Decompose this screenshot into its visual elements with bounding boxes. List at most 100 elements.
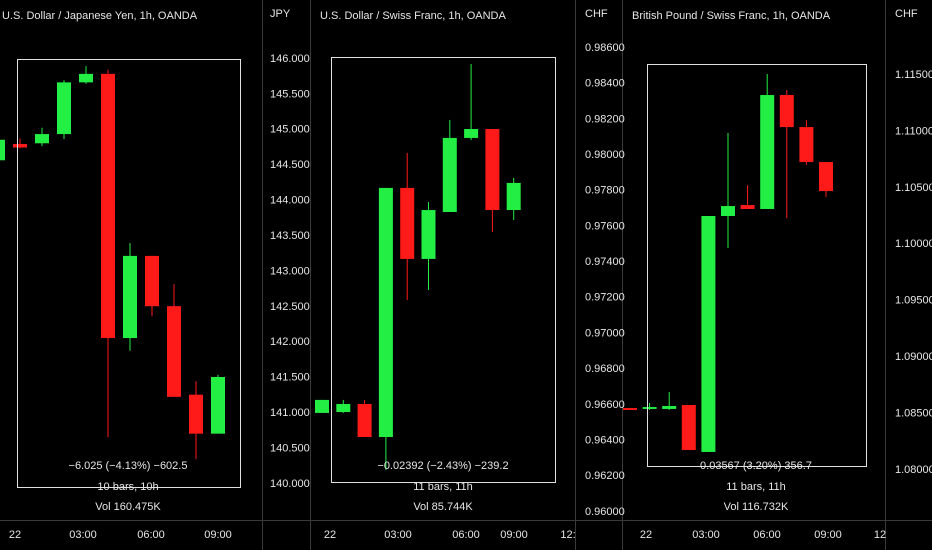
candle-body — [421, 210, 436, 259]
chart-title: U.S. Dollar / Japanese Yen, 1h, OANDA — [2, 10, 198, 22]
y-tick-label: 142.500 — [270, 301, 310, 313]
x-tick-label: 09:00 — [204, 529, 232, 541]
y-axis-unit: CHF — [585, 8, 608, 20]
x-tick-label: 22 — [640, 529, 652, 541]
candle-body — [819, 162, 833, 192]
candle-body — [721, 206, 735, 216]
candle-body — [485, 129, 500, 211]
y-tick-label: 1.11500 — [895, 69, 932, 81]
y-tick-label: 1.08000 — [895, 464, 932, 476]
candle-body — [357, 404, 372, 438]
y-tick-label: 0.96800 — [585, 363, 625, 375]
y-tick-label: 145.000 — [270, 124, 310, 136]
x-tick-label: 12 — [874, 529, 886, 541]
y-tick-label: 146.000 — [270, 53, 310, 65]
candle-body — [336, 404, 351, 413]
measure-label: −6.025 (−4.13%) −602.5 — [69, 460, 188, 472]
y-tick-label: 0.98200 — [585, 113, 625, 125]
y-tick-label: 0.97600 — [585, 220, 625, 232]
x-tick-label: 22 — [324, 529, 336, 541]
candle-body — [79, 73, 93, 83]
y-tick-label: 1.10500 — [895, 182, 932, 194]
candle-body — [145, 255, 159, 307]
y-axis-unit: CHF — [895, 8, 918, 20]
y-tick-label: 1.09500 — [895, 295, 932, 307]
candle-body — [760, 95, 775, 209]
candle-body — [662, 406, 677, 409]
y-tick-label: 143.000 — [270, 265, 310, 277]
y-tick-label: 0.96400 — [585, 434, 625, 446]
candle-body — [740, 205, 755, 209]
candle-body — [442, 137, 457, 212]
y-tick-label: 144.500 — [270, 159, 310, 171]
candle-body — [378, 187, 393, 438]
x-tick-label: 06:00 — [753, 529, 781, 541]
y-tick-label: 0.97000 — [585, 327, 625, 339]
candle-body — [123, 255, 137, 339]
y-tick-label: 144.000 — [270, 195, 310, 207]
candle-body — [779, 95, 794, 128]
y-tick-label: 142.000 — [270, 336, 310, 348]
candle-body — [799, 127, 814, 163]
x-tick-label: 03:00 — [384, 529, 412, 541]
y-tick-label: 143.500 — [270, 230, 310, 242]
y-tick-label: 0.97400 — [585, 256, 625, 268]
candle-body — [315, 399, 329, 413]
candle-body — [35, 134, 49, 144]
measure-box — [17, 59, 241, 488]
y-tick-label: 0.98400 — [585, 78, 625, 90]
y-tick-label: 0.96000 — [585, 506, 625, 518]
candle-body — [623, 408, 637, 410]
candle-body — [189, 394, 203, 434]
x-tick-label: 12: — [560, 529, 575, 541]
y-tick-label: 141.000 — [270, 407, 310, 419]
x-tick-label: 09:00 — [500, 529, 528, 541]
y-tick-label: 0.96200 — [585, 470, 625, 482]
candle-body — [464, 129, 479, 138]
measure-box — [647, 64, 867, 467]
candle-body — [701, 215, 716, 452]
candle-body — [101, 73, 115, 339]
y-tick-label: 0.97800 — [585, 185, 625, 197]
y-tick-label: 141.500 — [270, 372, 310, 384]
y-tick-label: 145.500 — [270, 88, 310, 100]
x-tick-label: 09:00 — [814, 529, 842, 541]
measure-label: 11 bars, 11h — [413, 481, 473, 493]
candle-body — [167, 306, 181, 397]
chart-title: U.S. Dollar / Swiss Franc, 1h, OANDA — [320, 10, 506, 22]
y-tick-label: 0.98600 — [585, 42, 625, 54]
measure-box — [331, 57, 556, 483]
measure-label: Vol 116.732K — [724, 501, 789, 513]
candle-body — [13, 143, 27, 148]
chart-title: British Pound / Swiss Franc, 1h, OANDA — [632, 10, 831, 22]
x-tick-label: 03:00 — [69, 529, 97, 541]
candle-body — [681, 405, 696, 451]
x-tick-label: 03:00 — [692, 529, 720, 541]
y-axis-unit: JPY — [270, 8, 291, 20]
measure-label: 11 bars, 11h — [726, 481, 786, 493]
y-tick-label: 1.08500 — [895, 407, 932, 419]
y-tick-label: 140.500 — [270, 442, 310, 454]
candle-body — [642, 407, 657, 409]
y-tick-label: 0.98000 — [585, 149, 625, 161]
y-tick-label: 0.96600 — [585, 399, 625, 411]
measure-label: −0.02392 (−2.43%) −239.2 — [377, 460, 508, 472]
x-tick-label: 22 — [9, 529, 21, 541]
y-tick-label: 1.09000 — [895, 351, 932, 363]
measure-label: 0.03567 (3.20%) 356.7 — [700, 460, 812, 472]
y-tick-label: 140.000 — [270, 478, 310, 490]
measure-label: Vol 85.744K — [413, 501, 473, 513]
x-tick-label: 06:00 — [452, 529, 480, 541]
candle-body — [211, 377, 225, 434]
y-tick-label: 1.11000 — [895, 125, 932, 137]
candle-body — [57, 82, 71, 135]
candle-body — [0, 139, 5, 161]
candle-body — [400, 187, 415, 259]
measure-label: Vol 160.475K — [95, 501, 161, 513]
y-tick-label: 1.10000 — [895, 238, 932, 250]
measure-label: 10 bars, 10h — [97, 481, 158, 493]
y-tick-label: 0.97200 — [585, 292, 625, 304]
candle-body — [506, 182, 521, 211]
